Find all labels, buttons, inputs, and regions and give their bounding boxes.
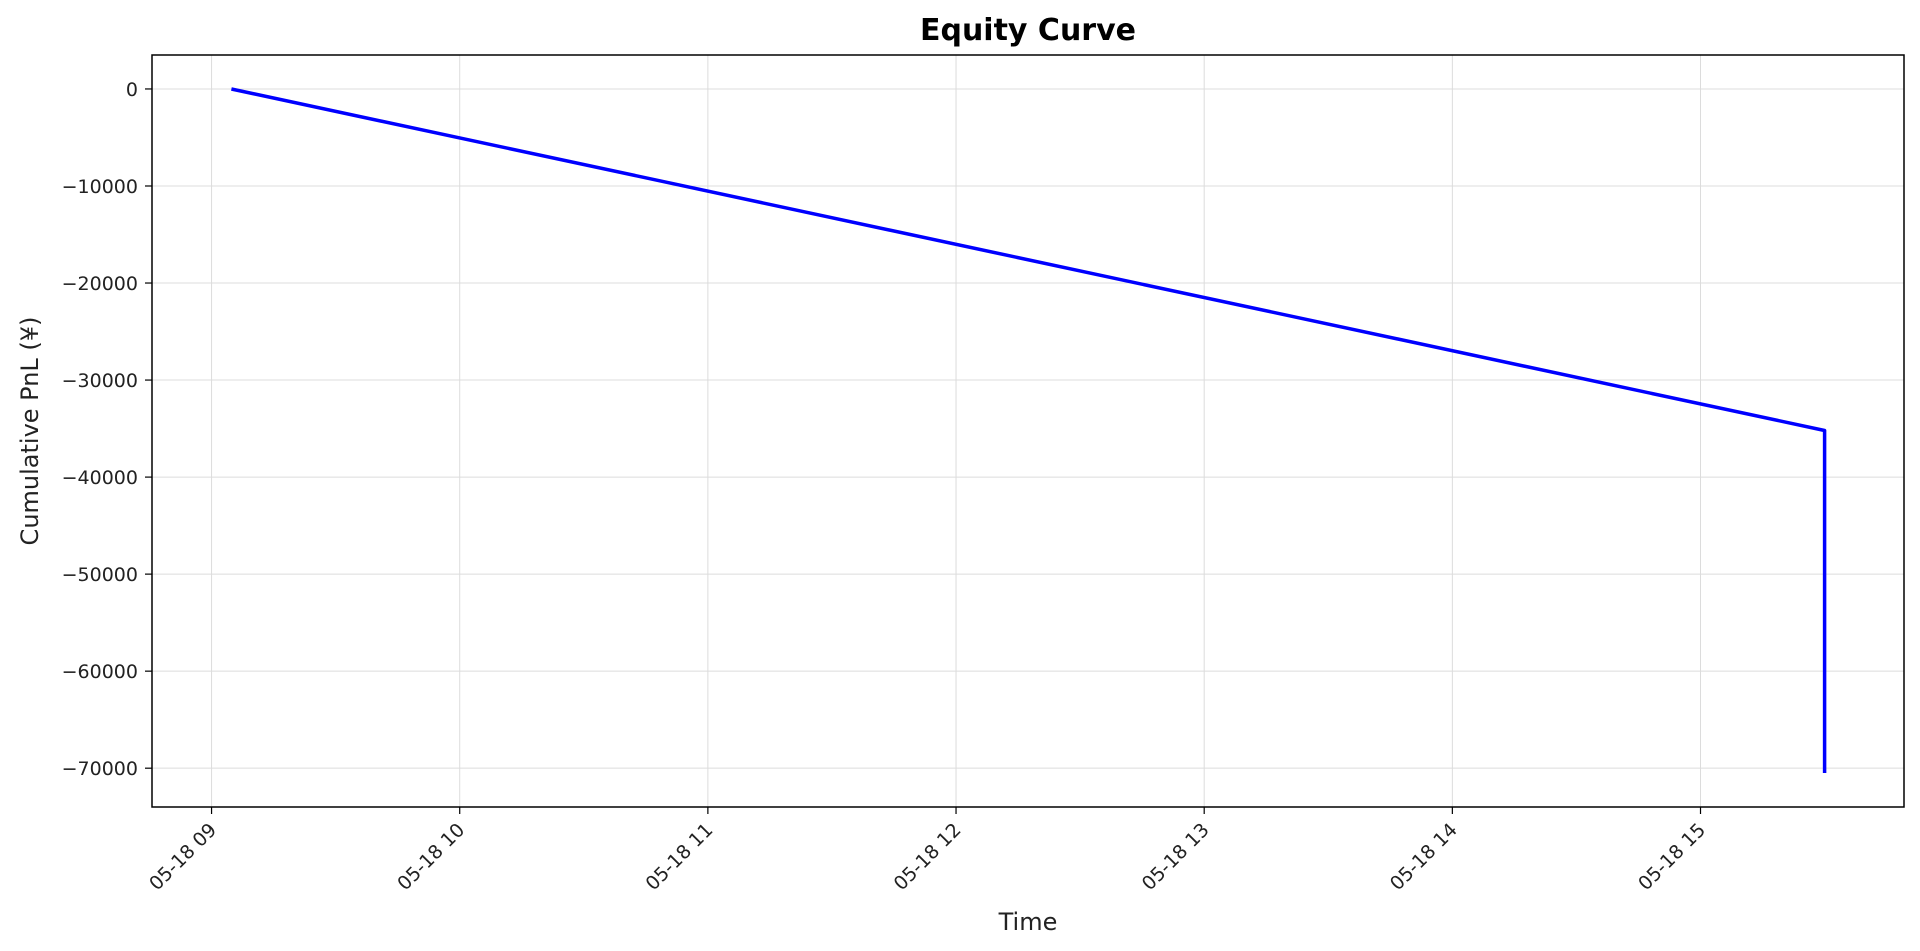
x-axis-label: Time	[998, 908, 1058, 936]
x-tick-label: 05-18 11	[641, 819, 717, 895]
y-tick-label: −50000	[62, 564, 138, 586]
y-tick-label: −30000	[62, 370, 138, 392]
y-tick-label: −60000	[62, 661, 138, 683]
x-tick-label: 05-18 15	[1634, 819, 1710, 895]
y-tick-label: −20000	[62, 273, 138, 295]
equity-line	[231, 87, 1827, 773]
plot-frame	[151, 54, 1905, 808]
y-tick-label: −40000	[62, 467, 138, 489]
series-layer	[231, 87, 1827, 773]
y-tick-label: 0	[126, 79, 138, 101]
y-axis-label: Cumulative PnL (¥)	[16, 317, 44, 546]
x-tick-label: 05-18 09	[145, 819, 221, 895]
x-tick-label: 05-18 14	[1386, 819, 1462, 895]
y-tick-label: −10000	[62, 176, 138, 198]
x-tick-label: 05-18 12	[890, 819, 966, 895]
grid-layer	[152, 55, 1904, 807]
tick-layer: 0 −10000 −20000 −30000 −40000 −50000 −60000 −70…	[62, 79, 1710, 895]
chart-title: Equity Curve	[920, 13, 1136, 48]
y-tick-label: −70000	[62, 758, 138, 780]
x-tick-label: 05-18 10	[393, 819, 469, 895]
x-tick-label: 05-18 13	[1138, 819, 1214, 895]
